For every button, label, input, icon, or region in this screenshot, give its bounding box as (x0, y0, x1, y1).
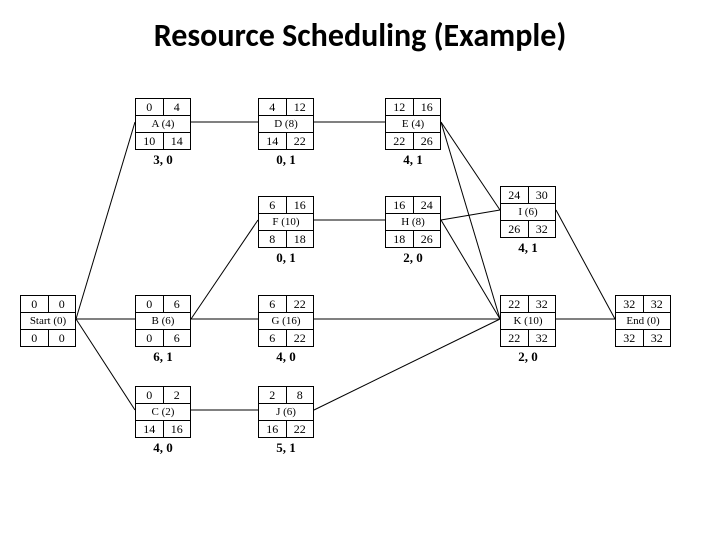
node-end: 3232End (0)3232 (615, 295, 671, 347)
node-start: 00Start (0)00 (20, 295, 76, 347)
node-d: 412D (8)14220, 1 (258, 98, 314, 168)
node-c: 02C (2)14164, 0 (135, 386, 191, 456)
node-g: 622G (16)6224, 0 (258, 295, 314, 365)
node-h: 1624H (8)18262, 0 (385, 196, 441, 266)
node-k: 2232K (10)22322, 0 (500, 295, 556, 365)
nodes-layer: 00Start (0)00 04A (4)10143, 0 06B (6)066, … (0, 0, 720, 540)
node-e: 1216E (4)22264, 1 (385, 98, 441, 168)
node-a: 04A (4)10143, 0 (135, 98, 191, 168)
node-f: 616F (10)8180, 1 (258, 196, 314, 266)
node-i: 2430I (6)26324, 1 (500, 186, 556, 256)
node-j: 28J (6)16225, 1 (258, 386, 314, 456)
node-b: 06B (6)066, 1 (135, 295, 191, 365)
